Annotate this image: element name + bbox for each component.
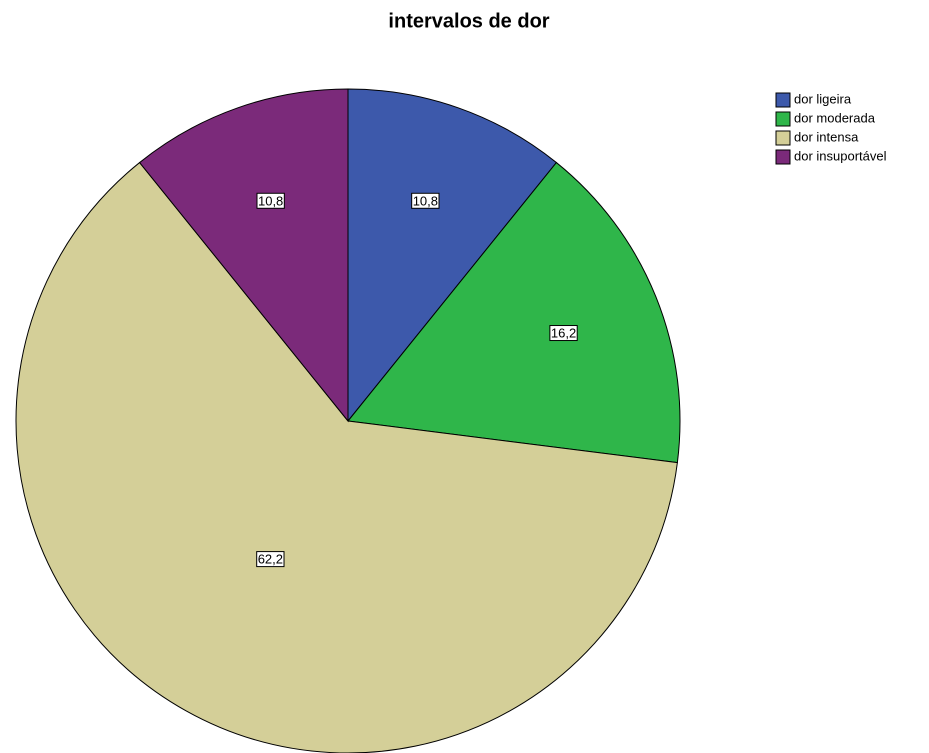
data-label: 10,8 (413, 193, 438, 208)
pie-slice (138, 88, 349, 423)
data-label: 62,2 (258, 552, 283, 567)
data-label-box (256, 551, 285, 568)
data-labels: 10,8 16,2 62,2 10,8 (256, 192, 578, 568)
legend-swatch (775, 92, 791, 108)
pie (15, 88, 681, 753)
chart-title: intervalos de dor (388, 10, 549, 32)
data-label: 10,8 (258, 193, 283, 208)
legend-label: dor intensa (794, 129, 859, 144)
legend-swatch (775, 130, 791, 146)
legend-label: dor insuportável (794, 148, 887, 163)
data-label-box (549, 325, 578, 342)
legend-label: dor moderada (794, 110, 876, 125)
legend-swatch (775, 111, 791, 127)
data-label: 16,2 (551, 326, 576, 341)
legend-label: dor ligeira (794, 91, 852, 106)
pie-slice (15, 161, 678, 753)
data-label-box (411, 192, 440, 209)
pie-slice (347, 88, 558, 423)
legend-swatch (775, 149, 791, 165)
data-label-box (256, 192, 285, 209)
pie-slice (347, 161, 681, 464)
legend: dor ligeira dor moderada dor intensa dor in… (775, 91, 887, 165)
